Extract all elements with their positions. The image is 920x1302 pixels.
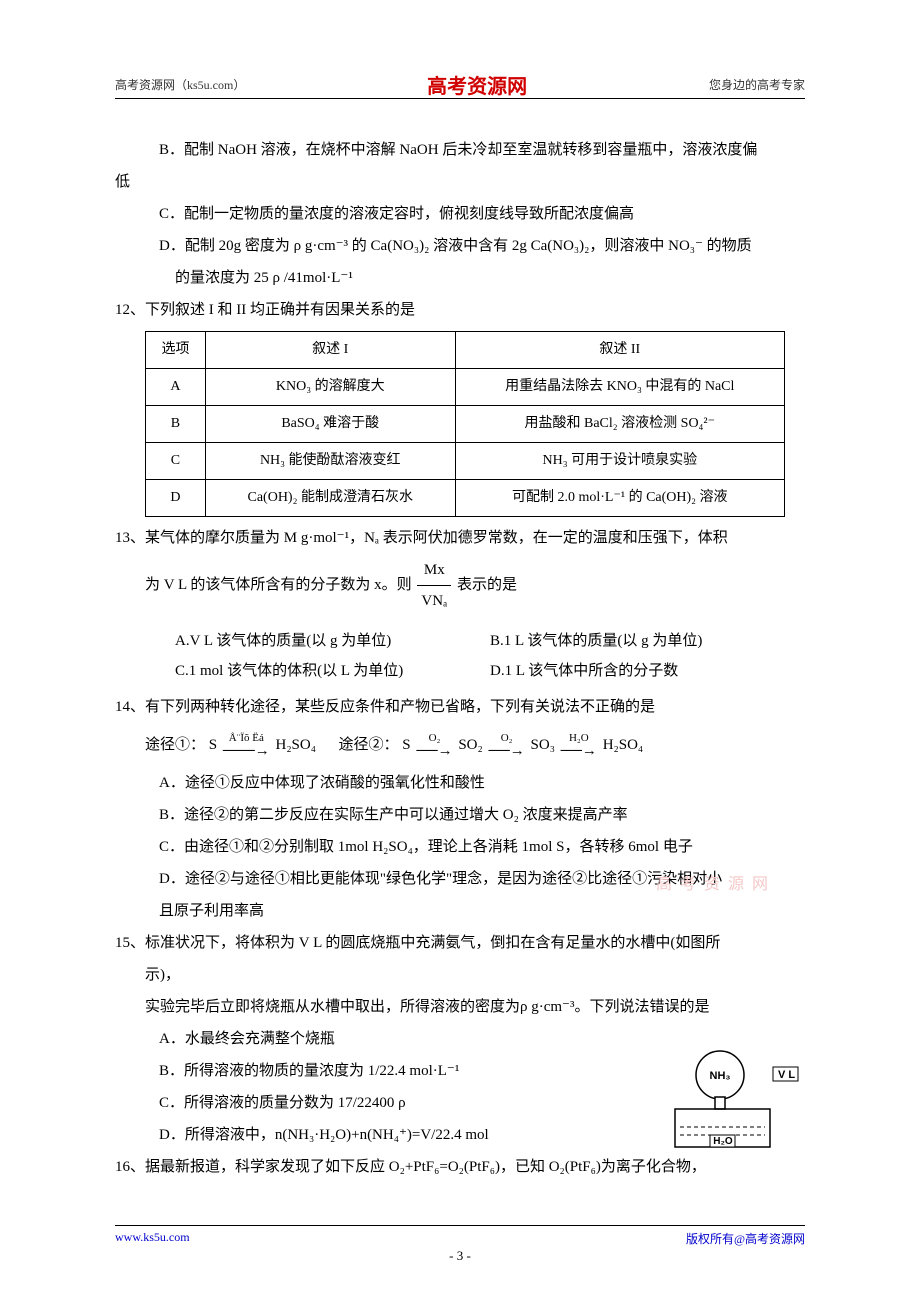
q13-option-a: A.V L 该气体的质量(以 g 为单位): [175, 626, 490, 656]
q15-stem2: 实验完毕后立即将烧瓶从水槽中取出，所得溶液的密度为ρ g·cm⁻³。下列说法错误…: [115, 992, 805, 1022]
header-left-text: 高考资源网（ks5u.com）: [115, 76, 245, 93]
q12-r3c0: D: [146, 480, 206, 517]
q12-stem: 12、下列叙述 I 和 II 均正确并有因果关系的是: [115, 295, 805, 325]
q12-th-2: 叙述 II: [455, 332, 784, 369]
q13-stem: 13、某气体的摩尔质量为 M g·mol⁻¹，Nₐ 表示阿伏加德罗常数，在一定的…: [115, 523, 805, 553]
q15-stem1b: 示)，: [115, 960, 805, 990]
document-body: B．配制 NaOH 溶液，在烧杯中溶解 NaOH 后未冷却至室温就转移到容量瓶中…: [115, 135, 805, 1184]
q14-route1-arrow: Å¨Ïõ Ëá ───→: [223, 733, 270, 759]
q14-option-a: A．途径①反应中体现了浓硝酸的强氧化性和酸性: [115, 768, 805, 798]
q14-route2-arrow1: O₂ ──→: [489, 733, 525, 759]
header-divider: [115, 98, 805, 99]
q14-route2-s0: S: [402, 737, 410, 753]
q13-frac-num: Mx: [417, 555, 451, 586]
q14-option-d-line2: 且原子利用率高: [115, 896, 805, 926]
q12-table: 选项 叙述 I 叙述 II A KNO₃ 的溶解度大 用重结晶法除去 KNO₃ …: [145, 331, 785, 517]
q13-option-b: B.1 L 该气体的质量(以 g 为单位): [490, 626, 805, 656]
q14-route1-arrow-label: Å¨Ïõ Ëá: [223, 733, 270, 744]
q12-r1c0: B: [146, 406, 206, 443]
q12-r2c1: NH₃ 能使酚酞溶液变红: [205, 443, 455, 480]
q14-route2-arrow0-label: O₂: [416, 733, 452, 744]
q14-option-b: B．途径②的第二步反应在实际生产中可以通过增大 O₂ 浓度来提高产率: [115, 800, 805, 830]
q12-r0c2: 用重结晶法除去 KNO₃ 中混有的 NaCl: [455, 369, 784, 406]
q12-th-0: 选项: [146, 332, 206, 369]
q13-stem2-post: 表示的是: [457, 577, 517, 593]
q14-route1-end: H₂SO₄: [276, 737, 316, 753]
q12-r1c2: 用盐酸和 BaCl₂ 溶液检测 SO₄²⁻: [455, 406, 784, 443]
q13-option-c: C.1 mol 该气体的体积(以 L 为单位): [175, 656, 490, 686]
q13-fraction: Mx VNₐ: [417, 555, 451, 616]
footer-url: www.ks5u.com: [115, 1230, 190, 1247]
page-footer: www.ks5u.com 版权所有@高考资源网: [115, 1225, 805, 1247]
q13-frac-den: VNₐ: [417, 586, 451, 616]
flask-nh3-label: NH₃: [710, 1070, 731, 1082]
q14-route2-arrow0: O₂ ──→: [416, 733, 452, 759]
q14-route1-start: S: [209, 737, 217, 753]
q14-route2-arrow2-label: H₂O: [561, 733, 597, 744]
q11-option-b: B．配制 NaOH 溶液，在烧杯中溶解 NaOH 后未冷却至室温就转移到容量瓶中…: [115, 135, 805, 165]
q12-r0c1: KNO₃ 的溶解度大: [205, 369, 455, 406]
q13-option-d: D.1 L 该气体中所含的分子数: [490, 656, 805, 686]
q11-option-c: C．配制一定物质的量浓度的溶液定容时，俯视刻度线导致所配浓度偏高: [115, 199, 805, 229]
q14-route2-arrow1-label: O₂: [489, 733, 525, 744]
q16-stem: 16、据最新报道，科学家发现了如下反应 O₂+PtF₆=O₂(PtF₆)，已知 …: [115, 1152, 805, 1182]
footer-copyright: 版权所有@高考资源网: [686, 1230, 805, 1247]
q14-route1-label: 途径①：: [145, 737, 205, 753]
q13-stem2: 为 V L 的该气体所含有的分子数为 x。则 Mx VNₐ 表示的是: [115, 555, 805, 616]
watermark-text: 高 考 资 源 网: [656, 870, 770, 894]
q12-r3c1: Ca(OH)₂ 能制成澄清石灰水: [205, 480, 455, 517]
q14-route2-arrow2: H₂O ──→: [561, 733, 597, 759]
q12-r2c2: NH₃ 可用于设计喷泉实验: [455, 443, 784, 480]
q14-route2-s2: SO₃: [531, 737, 555, 753]
q14-option-c: C．由途径①和②分别制取 1mol H₂SO₄，理论上各消耗 1mol S，各转…: [115, 832, 805, 862]
q11-option-d-line1: D．配制 20g 密度为 ρ g·cm⁻³ 的 Ca(NO₃)₂ 溶液中含有 2…: [115, 231, 805, 261]
header-right-text: 您身边的高考专家: [709, 76, 805, 93]
q14-route2-s3: H₂SO₄: [603, 737, 643, 753]
q14-route2-s1: SO₂: [458, 737, 482, 753]
q14-routes: 途径①： S Å¨Ïõ Ëá ───→ H₂SO₄ 途径②： S O₂ ──→ …: [115, 730, 805, 760]
q11-option-d-line2: 的量浓度为 25 ρ /41mol·L⁻¹: [115, 263, 805, 293]
q13-stem2-pre: 为 V L 的该气体所含有的分子数为 x。则: [145, 577, 415, 593]
svg-text:H₂O: H₂O: [713, 1136, 733, 1147]
q14-route2-label: 途径②：: [338, 737, 398, 753]
q12-r0c0: A: [146, 369, 206, 406]
q15-stem1: 15、标准状况下，将体积为 V L 的圆底烧瓶中充满氨气，倒扣在含有足量水的水槽…: [115, 928, 805, 958]
q11-option-b-cont: 低: [115, 167, 805, 197]
flask-vol-label: V L: [778, 1069, 795, 1081]
q12-th-1: 叙述 I: [205, 332, 455, 369]
q15-flask-diagram: NH₃ V L H₂O H₂O: [665, 1045, 805, 1155]
q14-stem: 14、有下列两种转化途径，某些反应条件和产物已省略，下列有关说法不正确的是: [115, 692, 805, 722]
q12-r3c2: 可配制 2.0 mol·L⁻¹ 的 Ca(OH)₂ 溶液: [455, 480, 784, 517]
q12-r1c1: BaSO₄ 难溶于酸: [205, 406, 455, 443]
q12-r2c0: C: [146, 443, 206, 480]
header-center-logo: 高考资源网: [427, 70, 527, 99]
page-number: - 3 -: [0, 1248, 920, 1264]
